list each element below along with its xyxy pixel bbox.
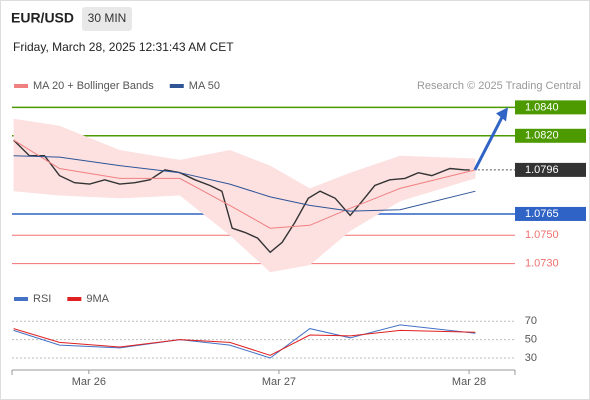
- interval-badge[interactable]: [82, 7, 132, 31]
- legend-label: 9MA: [86, 293, 109, 305]
- legend-label: RSI: [33, 293, 51, 305]
- x-tick-label: Mar 26: [72, 376, 106, 388]
- level-label: 1.0796: [525, 164, 559, 176]
- legend-swatch: [169, 84, 184, 88]
- indicator-line: [13, 139, 476, 229]
- legend-label: MA 50: [189, 80, 220, 92]
- level-box: [515, 100, 586, 115]
- forecast-arrowhead: [496, 107, 508, 122]
- x-tick-label: Mar 28: [452, 376, 486, 388]
- indicator-line: [13, 155, 476, 212]
- timestamp: Friday, March 28, 2025 12:31:43 AM CET: [13, 40, 234, 54]
- level-label: 1.0820: [525, 130, 559, 142]
- legend-swatch: [67, 297, 82, 301]
- price-line: [13, 139, 470, 254]
- credit: Research © 2025 Trading Central: [417, 80, 581, 92]
- x-tick-label: Mar 27: [262, 376, 296, 388]
- forecast-arrow: [473, 114, 505, 171]
- y-tick-label: 50: [525, 334, 537, 346]
- symbol: EUR/USD: [11, 10, 74, 26]
- bollinger-band: [13, 118, 476, 273]
- legend-swatch: [14, 297, 28, 301]
- legend-swatch: [14, 84, 28, 88]
- level-box: [515, 128, 586, 143]
- level-label: 1.0765: [525, 208, 559, 220]
- interval[interactable]: 30 MIN: [88, 11, 127, 25]
- level-box: [515, 162, 586, 177]
- y-tick-label: 70: [525, 315, 537, 327]
- level-label: 1.0730: [525, 258, 559, 270]
- indicator-line: [13, 328, 476, 356]
- level-box: [515, 206, 586, 221]
- y-tick-label: 30: [525, 352, 537, 364]
- level-label: 1.0750: [525, 229, 559, 241]
- indicator-line: [13, 324, 476, 359]
- level-label: 1.0840: [525, 101, 559, 113]
- legend-label: MA 20 + Bollinger Bands: [33, 80, 154, 92]
- plot: MA 20 + Bollinger Bands MA 50 1.0840 1.0820…: [11, 80, 586, 388]
